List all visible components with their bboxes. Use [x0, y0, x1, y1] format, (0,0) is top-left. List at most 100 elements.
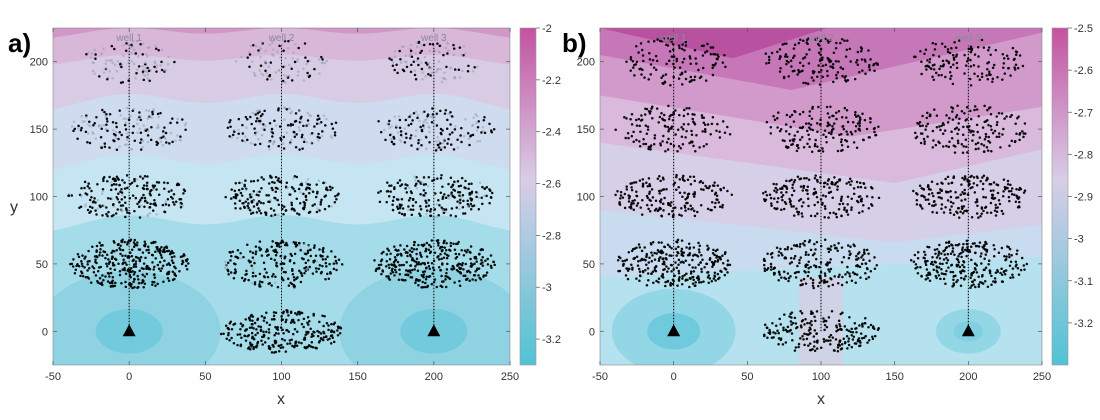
scatter-point [776, 329, 779, 333]
scatter-point [270, 78, 273, 81]
scatter-point [257, 207, 260, 210]
scatter-point [316, 135, 320, 139]
scatter-point [788, 179, 791, 183]
scatter-point [388, 126, 391, 130]
scatter-point [681, 127, 685, 131]
scatter-point [821, 194, 825, 197]
scatter-point [663, 245, 666, 249]
scatter-point [310, 341, 314, 344]
scatter-point [989, 112, 993, 116]
scatter-point [307, 344, 311, 347]
scatter-point [275, 261, 278, 265]
scatter-point [100, 124, 103, 127]
scatter-point [831, 336, 835, 339]
scatter-point [398, 49, 401, 53]
scatter-point [773, 197, 776, 200]
scatter-point [989, 125, 993, 128]
scatter-point [114, 177, 117, 181]
scatter-point [669, 204, 672, 208]
scatter-point [398, 211, 401, 215]
scatter-point [797, 342, 801, 346]
scatter-point [93, 72, 96, 75]
scatter-point [687, 192, 691, 196]
scatter-point [924, 278, 928, 281]
scatter-point [420, 129, 424, 133]
scatter-point [655, 107, 659, 110]
scatter-point [123, 123, 127, 127]
scatter-point [651, 58, 655, 62]
scatter-point [453, 68, 457, 71]
scatter-point [268, 140, 271, 144]
scatter-point [141, 145, 144, 149]
scatter-point [289, 281, 292, 285]
scatter-point [828, 270, 831, 273]
scatter-point [944, 177, 947, 181]
scatter-point [640, 213, 644, 216]
scatter-point [277, 349, 281, 353]
scatter-point [288, 259, 292, 262]
scatter-point [785, 59, 789, 63]
scatter-point [435, 239, 439, 242]
scatter-point [278, 245, 281, 248]
scatter-point [799, 310, 802, 313]
scatter-point [868, 68, 871, 72]
panel-a: well 1 well 2 well 3 -50 0 50 100 150 200 250050… [8, 23, 561, 408]
scatter-point [481, 125, 485, 129]
scatter-point [181, 204, 184, 207]
scatter-point [869, 270, 873, 273]
scatter-point [422, 194, 426, 197]
scatter-point [106, 271, 110, 275]
scatter-point [931, 64, 935, 67]
scatter-point [305, 141, 309, 144]
scatter-point [246, 138, 249, 142]
scatter-point [670, 201, 673, 204]
scatter-point [863, 248, 866, 252]
scatter-point [708, 258, 712, 261]
scatter-point [424, 249, 428, 253]
scatter-point [955, 264, 959, 268]
scatter-point [94, 274, 98, 277]
scatter-point [954, 55, 958, 58]
scatter-point [797, 345, 800, 349]
scatter-point [790, 193, 794, 197]
scatter-point [269, 257, 273, 261]
scatter-point [633, 74, 636, 77]
scatter-point [982, 268, 986, 272]
x-tick-label: -50 [45, 371, 61, 383]
scatter-point [282, 73, 286, 77]
panel-a-colorbar: -2-2.2-2.4-2.6-2.8-3-3.2 [519, 23, 561, 366]
scatter-point [703, 123, 707, 127]
scatter-point [399, 57, 402, 61]
scatter-point [836, 185, 839, 188]
scatter-point [686, 201, 689, 205]
scatter-point [806, 82, 810, 86]
scatter-point [667, 59, 671, 62]
scatter-point [330, 322, 333, 326]
scatter-point [718, 136, 722, 139]
scatter-point [250, 122, 253, 126]
scatter-point [155, 180, 159, 184]
scatter-point [118, 130, 122, 134]
scatter-point [665, 62, 668, 66]
scatter-point [632, 257, 635, 260]
scatter-point [244, 135, 247, 138]
scatter-point [431, 272, 434, 275]
colorbar-tick-label: -2.8 [542, 230, 561, 242]
scatter-point [470, 198, 474, 201]
scatter-point [332, 330, 336, 334]
scatter-point [272, 311, 276, 314]
scatter-point [976, 130, 979, 134]
scatter-point [650, 107, 653, 110]
scatter-point [453, 281, 456, 284]
scatter-point [100, 192, 104, 196]
scatter-point [661, 272, 664, 276]
scatter-point [718, 256, 722, 259]
scatter-point [819, 270, 823, 274]
scatter-point [147, 69, 151, 73]
scatter-point [865, 127, 869, 131]
scatter-point [317, 58, 321, 61]
scatter-point [414, 78, 418, 81]
scatter-point [933, 248, 937, 251]
scatter-point [181, 254, 184, 258]
scatter-point [437, 254, 440, 258]
